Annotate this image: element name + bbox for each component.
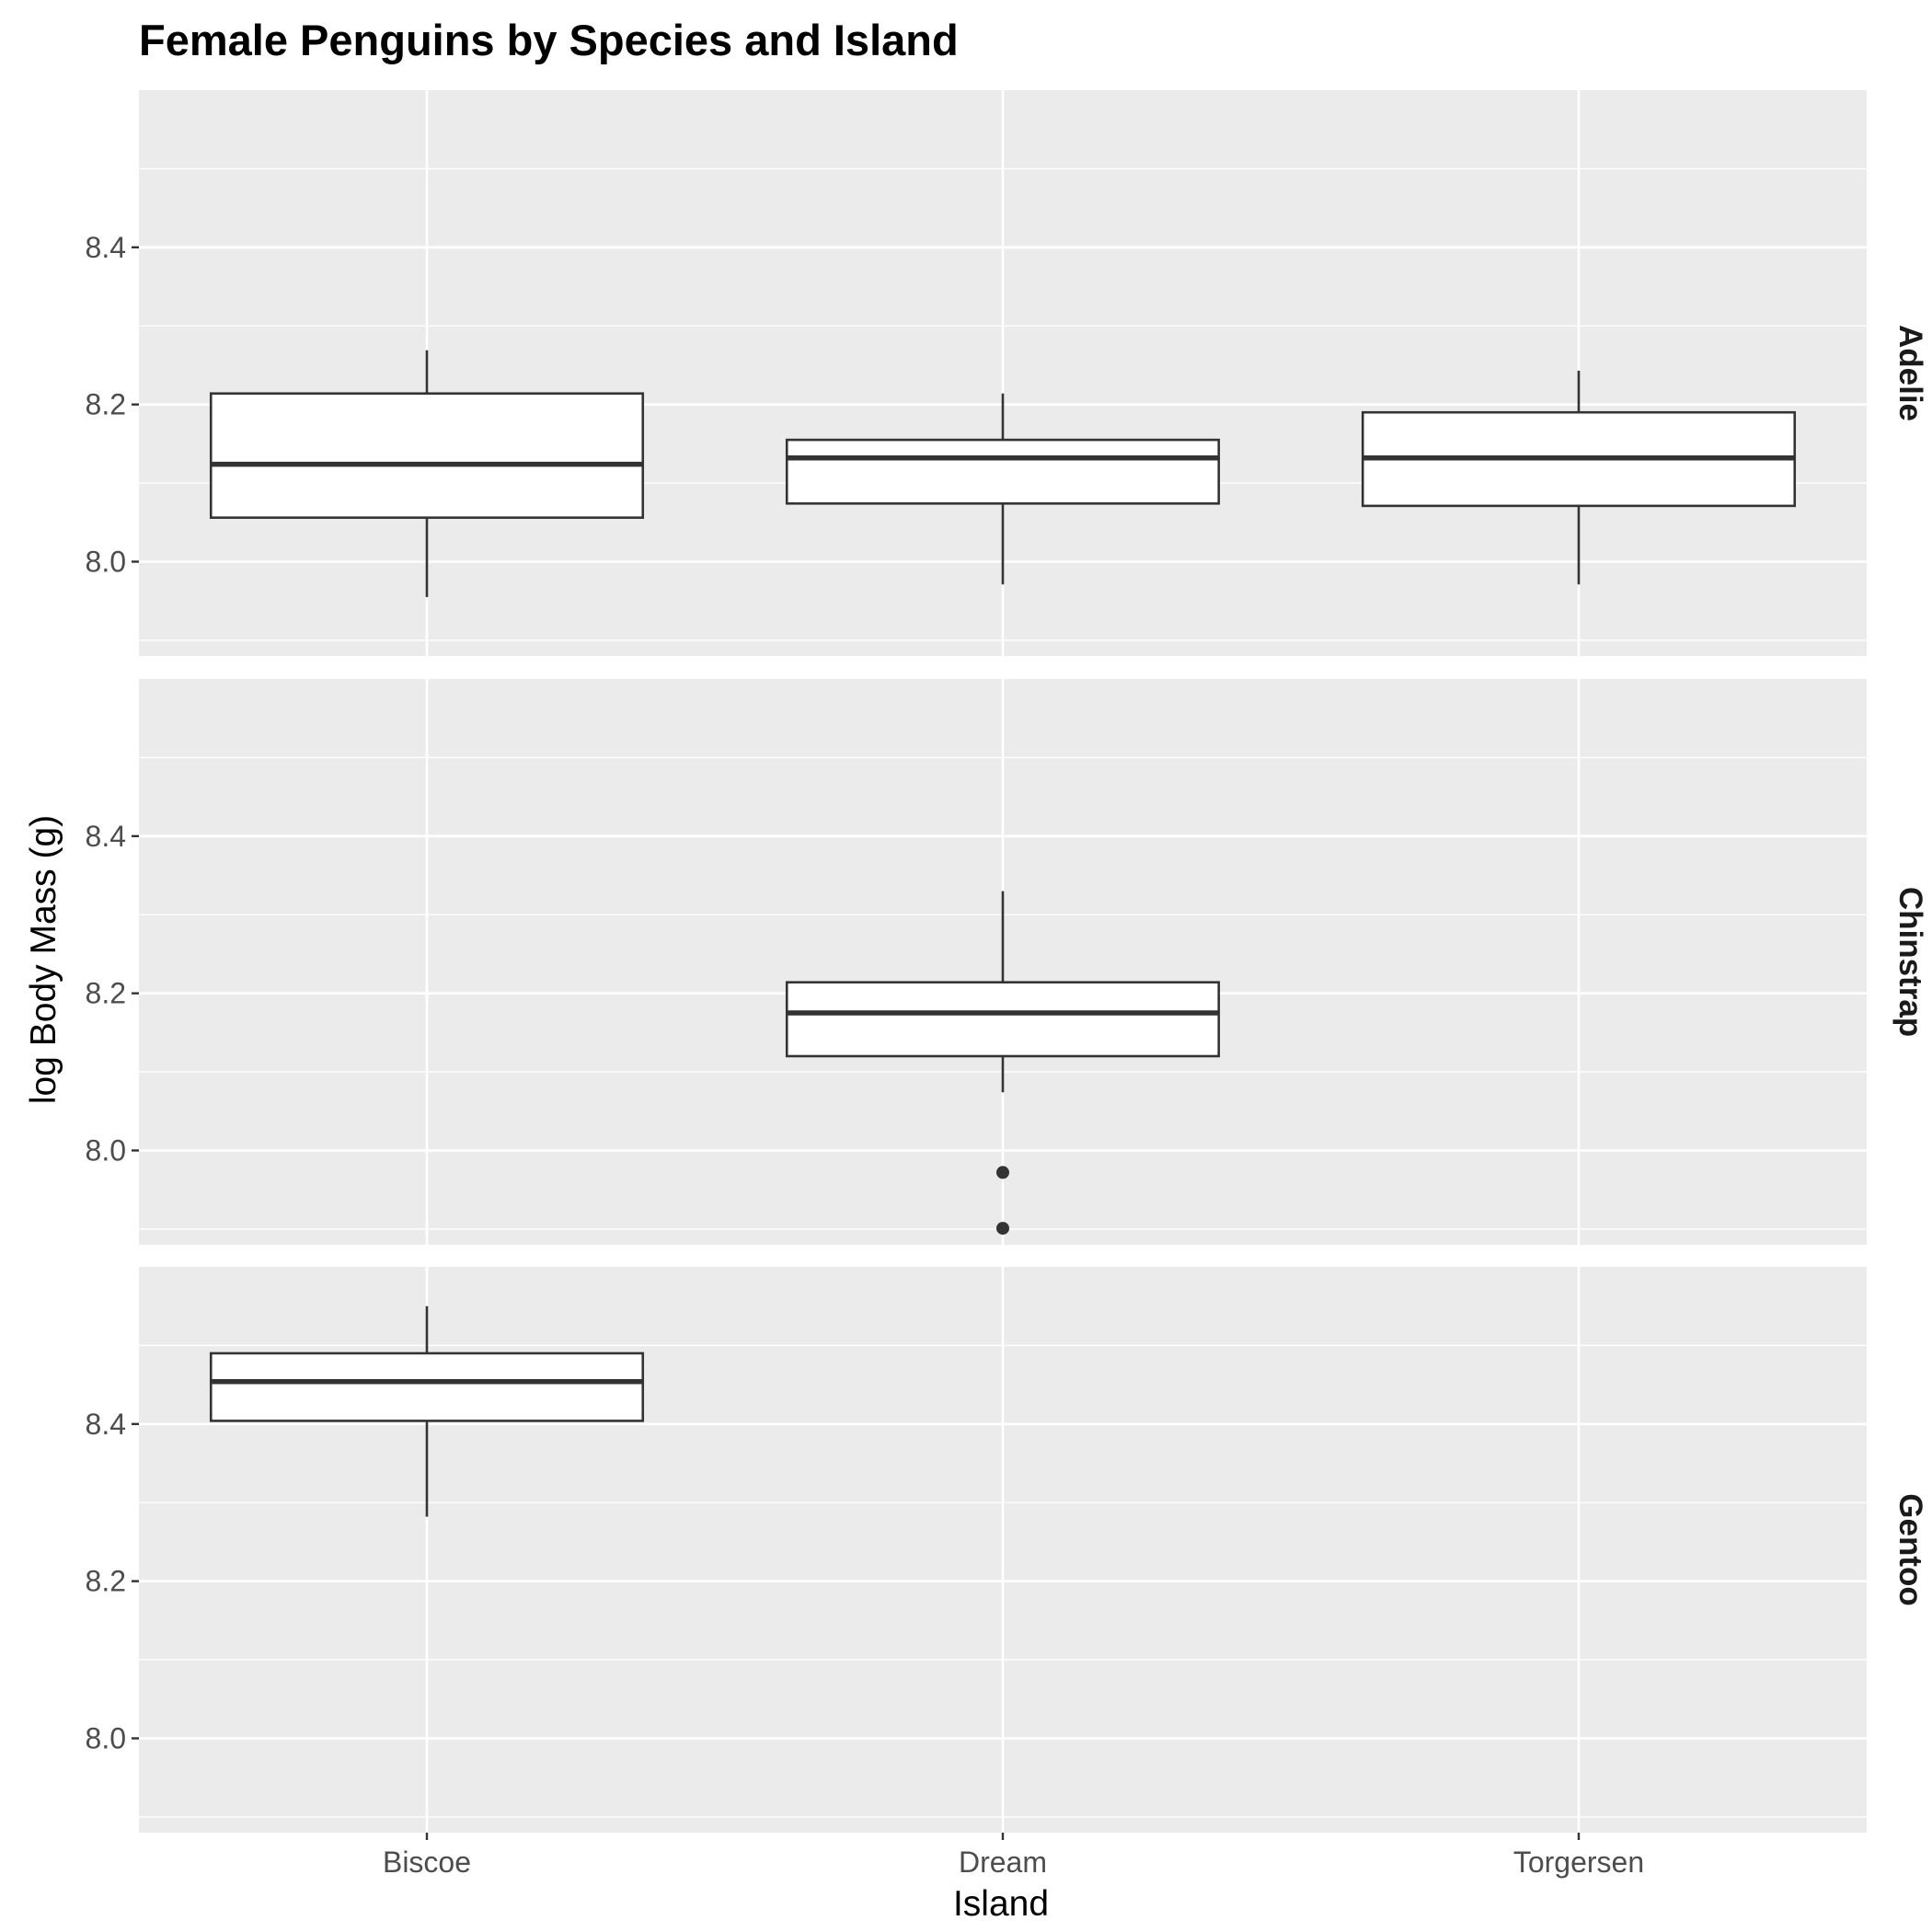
facet-panel-chinstrap: 8.0 8.2 8.4 Chinstrap <box>86 679 1928 1245</box>
facet-panel-gentoo: 8.0 8.2 8.4 Gentoo <box>86 1267 1928 1833</box>
y-tick-label: 8.0 <box>86 1722 126 1755</box>
facet-strip-label: Chinstrap <box>1892 887 1928 1037</box>
box-iqr <box>785 438 1221 505</box>
box-chinstrap-dream <box>785 891 1221 1236</box>
facet-strip-label: Adelie <box>1892 325 1928 421</box>
outlier-point <box>996 1166 1009 1179</box>
box-gentoo-biscoe <box>209 1305 645 1517</box>
y-tick-label: 8.4 <box>86 1408 126 1441</box>
y-tick-label: 8.0 <box>86 546 126 579</box>
box-adelie-torgersen <box>1361 370 1797 585</box>
box-iqr <box>785 981 1221 1058</box>
y-tick-label: 8.2 <box>86 1565 126 1598</box>
box-iqr <box>209 392 645 519</box>
x-tick-label: Dream <box>959 1846 1047 1879</box>
box-iqr <box>209 1351 645 1422</box>
facet-panels: 8.08.28.4Adelie8.08.28.4Chinstrap8.08.28… <box>86 90 1928 1833</box>
outlier-point <box>996 1222 1009 1236</box>
y-tick-label: 8.4 <box>86 231 126 264</box>
x-tick-label: Biscoe <box>383 1846 471 1879</box>
y-tick-label: 8.4 <box>86 820 126 853</box>
box-adelie-biscoe <box>209 350 645 597</box>
chart-title: Female Penguins by Species and Island <box>139 16 959 64</box>
box-adelie-dream <box>785 393 1221 585</box>
y-axis-title: log Body Mass (g) <box>24 815 63 1104</box>
y-tick-label: 8.2 <box>86 388 126 421</box>
x-axis-title: Island <box>953 1884 1049 1924</box>
x-axis: Biscoe Dream Torgersen <box>383 1833 1644 1879</box>
facet-panel-adelie: 8.0 8.2 8.4 Adelie <box>86 90 1928 656</box>
facet-strip-label: Gentoo <box>1892 1493 1928 1605</box>
y-tick-label: 8.2 <box>86 977 126 1010</box>
x-tick-label: Torgersen <box>1513 1846 1644 1879</box>
y-tick-label: 8.0 <box>86 1134 126 1167</box>
